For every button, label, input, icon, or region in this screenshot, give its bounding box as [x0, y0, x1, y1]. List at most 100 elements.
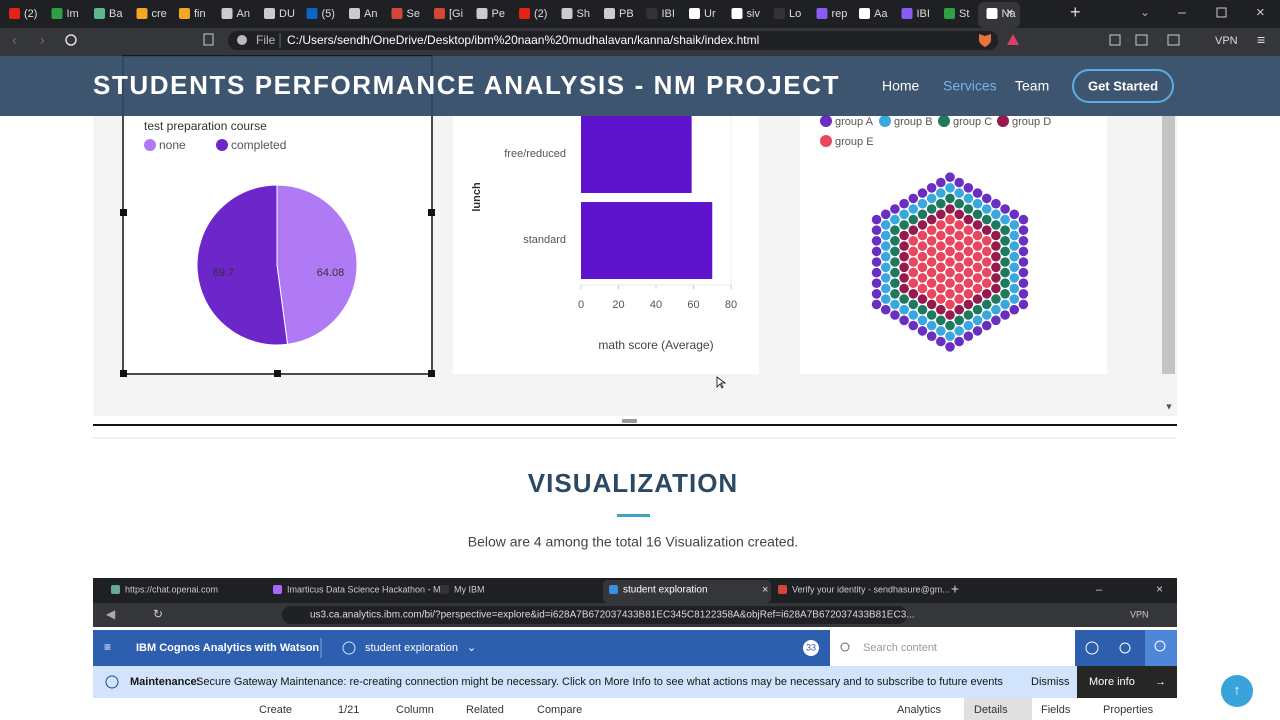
tab-title[interactable]: fin: [194, 8, 206, 20]
reload[interactable]: ↻: [153, 607, 163, 621]
omnibox[interactable]: [228, 31, 998, 50]
dot: [945, 267, 955, 278]
tab-title[interactable]: Ur: [704, 8, 716, 20]
tab-close[interactable]: ×: [1006, 4, 1014, 19]
dot: [972, 209, 983, 220]
tab-menu[interactable]: ⌄: [1140, 5, 1150, 19]
forward[interactable]: ›: [40, 32, 45, 48]
more-info[interactable]: More info: [1089, 676, 1135, 688]
tab-title[interactable]: siv: [747, 8, 761, 20]
dot: [871, 278, 882, 289]
new-tab[interactable]: +: [1070, 2, 1081, 22]
toolbar-item[interactable]: Create: [259, 704, 292, 716]
embedded-omnibox[interactable]: [282, 606, 907, 624]
tab-title[interactable]: IBI: [662, 8, 675, 20]
tab-title[interactable]: Lo: [789, 8, 801, 20]
tab-title[interactable]: PB: [619, 8, 634, 20]
nav-link[interactable]: Home: [882, 78, 920, 94]
dot: [1000, 289, 1010, 299]
nav-link[interactable]: Services: [943, 78, 997, 94]
minimize[interactable]: –: [1178, 4, 1186, 20]
scrollbar-thumb[interactable]: [1162, 116, 1175, 374]
search-box[interactable]: [830, 630, 1075, 666]
more-info-button[interactable]: [1077, 666, 1177, 698]
page-name[interactable]: student exploration: [365, 642, 458, 654]
close[interactable]: ×: [1256, 4, 1265, 21]
vpn[interactable]: VPN: [1130, 609, 1149, 619]
vpn[interactable]: VPN: [1215, 35, 1238, 47]
tab-title[interactable]: Verify your identity - sendhasure@gm...: [792, 584, 950, 594]
minimize[interactable]: –: [1096, 584, 1103, 596]
resize-grip[interactable]: [622, 419, 637, 423]
tab-title[interactable]: Se: [407, 8, 420, 20]
tab-title[interactable]: Imarticus Data Science Hackathon - M...: [287, 584, 448, 594]
brave-shield[interactable]: [979, 34, 991, 47]
handle[interactable]: [428, 209, 435, 216]
tab-title[interactable]: St: [959, 8, 969, 20]
cta-label[interactable]: Get Started: [1088, 78, 1158, 93]
toolbar-item[interactable]: Details: [974, 704, 1008, 716]
dot: [991, 241, 1001, 251]
handle[interactable]: [428, 370, 435, 377]
tab-title[interactable]: student exploration: [623, 585, 708, 596]
tab-title[interactable]: Aa: [874, 8, 888, 20]
tab-title[interactable]: (5): [322, 8, 335, 20]
toolbar-item[interactable]: Fields: [1041, 704, 1071, 716]
nav-link[interactable]: Team: [1015, 78, 1049, 94]
help[interactable]: [1085, 641, 1099, 655]
back[interactable]: ‹: [12, 32, 17, 48]
page-dropdown[interactable]: ⌄: [467, 642, 476, 654]
handle[interactable]: [120, 370, 127, 377]
tab-close[interactable]: ×: [762, 584, 768, 596]
dismiss[interactable]: Dismiss: [1031, 676, 1070, 688]
bookmark[interactable]: [203, 33, 214, 46]
handle[interactable]: [120, 209, 127, 216]
toolbar-item[interactable]: Compare: [537, 704, 582, 716]
tab-title[interactable]: My IBM: [454, 584, 485, 594]
tab-title[interactable]: (2): [24, 8, 37, 20]
scroll-down[interactable]: ▼: [1165, 401, 1174, 411]
cta-button[interactable]: [1072, 69, 1174, 103]
toolbar-item[interactable]: 1/21: [338, 704, 359, 716]
sidebar[interactable]: [1135, 34, 1148, 46]
reload[interactable]: [65, 34, 77, 46]
toolbar-item[interactable]: Analytics: [897, 704, 942, 716]
back[interactable]: ◀: [106, 607, 116, 621]
tab-title[interactable]: rep: [832, 8, 848, 20]
wallet[interactable]: [1167, 34, 1180, 46]
rewards[interactable]: [1007, 34, 1019, 45]
tab-title[interactable]: Pe: [492, 8, 505, 20]
handle[interactable]: [274, 370, 281, 377]
dot: [899, 230, 909, 241]
dot: [991, 220, 1001, 230]
profile[interactable]: [1145, 630, 1177, 666]
toolbar-item[interactable]: Properties: [1103, 704, 1154, 716]
menu[interactable]: ≡: [1257, 32, 1265, 48]
tab-title[interactable]: [Gi: [449, 8, 463, 20]
maintenance-label: Maintenance:: [130, 676, 200, 688]
badge[interactable]: [803, 640, 819, 656]
notifications[interactable]: [1119, 642, 1131, 654]
tab-title[interactable]: Sh: [577, 8, 590, 20]
tab-title[interactable]: https://chat.openai.com: [125, 584, 218, 594]
tab-title[interactable]: DU: [279, 8, 295, 20]
tab-title[interactable]: Im: [67, 8, 79, 20]
dot: [972, 251, 983, 262]
tab-title[interactable]: cre: [152, 8, 167, 20]
tab-title[interactable]: Na: [1002, 8, 1017, 20]
close[interactable]: ×: [1156, 582, 1163, 596]
toolbar-item[interactable]: Column: [396, 704, 434, 716]
new-tab[interactable]: +: [951, 581, 959, 597]
embedded-active-tab[interactable]: [603, 580, 771, 603]
menu[interactable]: ≡: [104, 640, 111, 654]
tab-title[interactable]: An: [364, 8, 377, 20]
tab-title[interactable]: IBI: [917, 8, 930, 20]
tab-title[interactable]: Ba: [109, 8, 123, 20]
tab-title[interactable]: An: [237, 8, 250, 20]
maximize[interactable]: [1216, 7, 1227, 18]
scroll-top[interactable]: [1221, 675, 1253, 707]
tab-title[interactable]: (2): [534, 8, 547, 20]
toolbar-item[interactable]: Related: [466, 704, 504, 716]
dot: [972, 220, 983, 230]
extensions[interactable]: [1109, 34, 1121, 46]
